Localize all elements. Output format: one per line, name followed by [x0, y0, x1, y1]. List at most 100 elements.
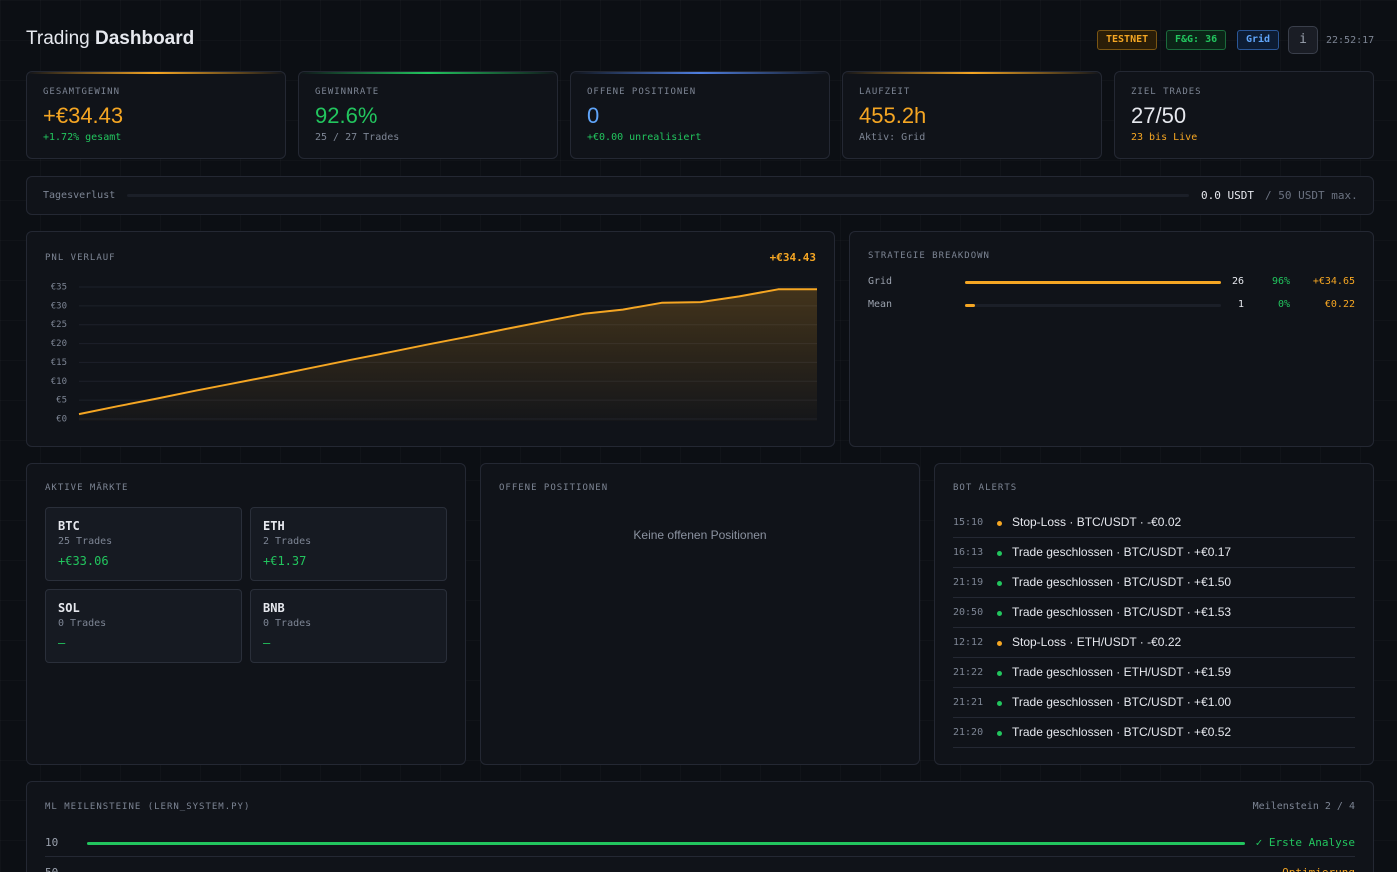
alert-separator	[953, 537, 1355, 538]
strategy-rate: 0%	[1277, 299, 1290, 310]
market-symbol: ETH	[263, 519, 285, 533]
stat-card: GESAMTGEWINN +€34.43 +1.72% gesamt	[26, 71, 286, 159]
market-trades: 25 Trades	[58, 536, 113, 547]
alert-separator	[953, 567, 1355, 568]
alert-time: 20:50	[953, 607, 984, 618]
badge: F&G: 36	[1166, 30, 1227, 50]
market-pnl: +€1.37	[263, 554, 307, 568]
alert-text: Stop-Loss · ETH/USDT · -€0.22	[1012, 635, 1182, 649]
stat-value: 92.6%	[315, 103, 378, 128]
clock: 22:52:17	[1326, 35, 1375, 46]
accent-line	[843, 72, 1101, 74]
market-box[interactable]: SOL 0 Trades —	[45, 589, 242, 663]
area	[79, 289, 817, 421]
page-title: Trading Dashboard	[26, 28, 194, 50]
stat-card: OFFENE POSITIONEN 0 +€0.00 unrealisiert	[570, 71, 830, 159]
accent-line	[571, 72, 829, 74]
market-box[interactable]: BNB 0 Trades —	[250, 589, 447, 663]
alert-text: Trade geschlossen · BTC/USDT · +€1.50	[1012, 575, 1232, 589]
card-title: STRATEGIE BREAKDOWN	[868, 251, 990, 261]
alert-time: 21:21	[953, 697, 984, 708]
card-title: OFFENE POSITIONEN	[499, 483, 609, 493]
empty-state: Keine offenen Positionen	[633, 528, 767, 542]
alert-text: Trade geschlossen · BTC/USDT · +€0.17	[1012, 545, 1232, 559]
market-trades: 0 Trades	[263, 618, 312, 629]
chart-title: PNL VERLAUF	[45, 253, 116, 263]
stat-value: 455.2h	[859, 103, 927, 128]
alert-dot	[997, 701, 1002, 706]
strategy-trades: 26	[1231, 276, 1244, 287]
pnl-chart: €0 €5 €10 €15 €20 €25 €30 €35	[51, 283, 817, 425]
y-tick-label: €25	[51, 320, 67, 330]
daily-loss-track	[127, 194, 1189, 197]
alert-separator	[953, 747, 1355, 748]
alert-text: Trade geschlossen · BTC/USDT · +€1.53	[1012, 605, 1232, 619]
stat-card: ZIEL TRADES 27/50 23 bis Live	[1114, 71, 1374, 159]
market-box[interactable]: ETH 2 Trades +€1.37	[250, 507, 447, 581]
strategy-track	[965, 304, 1221, 307]
strategy-card: STRATEGIE BREAKDOWN Grid 26 96% +€34.65 Mean 1…	[849, 231, 1374, 447]
alert-dot	[997, 551, 1002, 556]
daily-loss-value: 0.0 USDT	[1201, 189, 1254, 202]
daily-loss-max: / 50 USDT max.	[1265, 189, 1358, 202]
daily-loss-card: Tagesverlust 0.0 USDT / 50 USDT max.	[26, 176, 1374, 215]
milestone-threshold: 10	[45, 836, 59, 849]
y-tick-label: €10	[51, 377, 67, 387]
market-pnl: —	[263, 636, 271, 650]
alert-separator	[953, 597, 1355, 598]
info-button[interactable]: i	[1288, 26, 1318, 54]
accent-line	[299, 72, 557, 74]
market-trades: 0 Trades	[58, 618, 107, 629]
strategy-name: Grid	[868, 276, 893, 287]
alert-separator	[953, 687, 1355, 688]
alerts-card: BOT ALERTS 15:10 Stop-Loss · BTC/USDT · -€…	[934, 463, 1374, 765]
strategy-bar	[965, 304, 975, 307]
market-symbol: BTC	[58, 519, 80, 533]
stat-value: +€34.43	[43, 103, 124, 128]
market-symbol: BNB	[263, 601, 285, 615]
alert-text: Stop-Loss · BTC/USDT · -€0.02	[1012, 515, 1182, 529]
badge: TESTNET	[1097, 30, 1158, 50]
y-tick-label: €20	[51, 339, 67, 349]
stat-label: ZIEL TRADES	[1131, 87, 1202, 97]
market-symbol: SOL	[58, 601, 80, 615]
accent-line	[27, 72, 285, 74]
positions-card: OFFENE POSITIONEN Keine offenen Positione…	[480, 463, 920, 765]
market-trades: 2 Trades	[263, 536, 312, 547]
alert-time: 21:22	[953, 667, 984, 678]
stat-card: GEWINNRATE 92.6% 25 / 27 Trades	[298, 71, 558, 159]
alert-dot	[997, 731, 1002, 736]
strategy-name: Mean	[868, 299, 893, 310]
alert-time: 21:20	[953, 727, 984, 738]
stat-sub: Aktiv: Grid	[859, 132, 926, 143]
stat-card: LAUFZEIT 455.2h Aktiv: Grid	[842, 71, 1102, 159]
stat-sub: 25 / 27 Trades	[315, 132, 400, 143]
y-tick-label: €35	[51, 283, 67, 293]
card-title: ML MEILENSTEINE (LERN_SYSTEM.PY)	[45, 802, 251, 812]
strategy-bar	[965, 281, 1221, 284]
milestone-label: Optimierung	[1282, 866, 1355, 872]
markets-card: AKTIVE MÄRKTE BTC 25 Trades +€33.06 ETH 2 Tra…	[26, 463, 466, 765]
y-tick-label: €15	[51, 358, 67, 368]
alert-time: 15:10	[953, 517, 984, 528]
alert-text: Trade geschlossen · BTC/USDT · +€1.00	[1012, 695, 1232, 709]
strategy-pnl: €0.22	[1324, 299, 1355, 310]
milestone-threshold: 50	[45, 866, 58, 872]
y-tick-label: €5	[56, 396, 67, 406]
stat-sub: 23 bis Live	[1131, 132, 1198, 143]
alert-time: 12:12	[953, 637, 984, 648]
alert-separator	[953, 627, 1355, 628]
stat-label: GEWINNRATE	[315, 87, 380, 97]
stat-value: 0	[587, 103, 600, 128]
market-pnl: +€33.06	[58, 554, 109, 568]
alert-time: 21:19	[953, 577, 984, 588]
market-box[interactable]: BTC 25 Trades +€33.06	[45, 507, 242, 581]
card-title: BOT ALERTS	[953, 483, 1018, 493]
stat-label: LAUFZEIT	[859, 87, 911, 97]
alert-dot	[997, 521, 1002, 526]
milestones-card: ML MEILENSTEINE (LERN_SYSTEM.PY) Meilenst…	[26, 781, 1374, 872]
badge[interactable]: Grid	[1237, 30, 1280, 50]
alert-dot	[997, 581, 1002, 586]
alert-dot	[997, 611, 1002, 616]
